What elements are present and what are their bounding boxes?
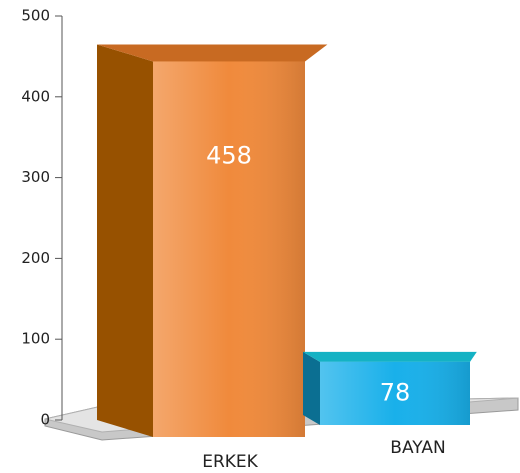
y-tick-label: 100: [21, 330, 50, 348]
y-tick-label: 0: [40, 411, 50, 429]
bar-top: [97, 44, 328, 62]
data-label: 78: [380, 378, 411, 406]
bar-side: [303, 351, 320, 425]
y-tick-label: 200: [21, 249, 50, 267]
bar-highlight: [153, 61, 305, 437]
x-tick-label: BAYAN: [390, 438, 445, 458]
bar-side: [97, 44, 153, 437]
y-tick-label: 300: [21, 168, 50, 186]
y-tick-label: 500: [21, 7, 50, 25]
y-tick-label: 400: [21, 87, 50, 105]
bar-top: [303, 351, 477, 362]
x-tick-label: ERKEK: [202, 452, 258, 472]
bar-highlight: [320, 361, 470, 425]
data-label: 458: [206, 141, 252, 169]
